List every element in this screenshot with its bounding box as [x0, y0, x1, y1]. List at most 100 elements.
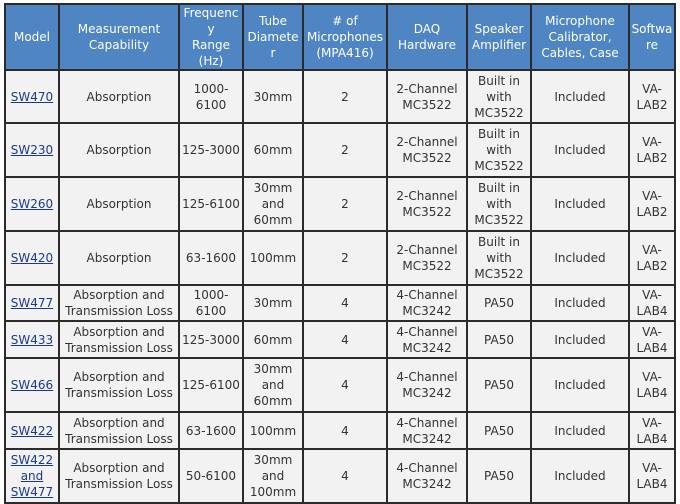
- cell-text: VA-LAB4: [636, 324, 668, 355]
- cell-tube-diameter: 30mm: [242, 69, 304, 124]
- cell-text: 4: [341, 469, 349, 483]
- cell-text: VA-LAB4: [636, 288, 668, 318]
- cell-text: Included: [554, 197, 606, 211]
- cell-text: MC3242: [402, 386, 452, 400]
- column-header-amplifier: Speaker Amplifier: [466, 3, 532, 71]
- cell-calibrator: Included: [530, 320, 630, 359]
- column-header-frequency: Frequency Range (Hz): [178, 3, 244, 71]
- cell-model[interactable]: SW466: [4, 357, 60, 413]
- cell-software: VA-LAB2: [628, 122, 676, 178]
- cell-text: MC3522: [402, 259, 452, 273]
- cell-model[interactable]: SW433: [4, 320, 60, 359]
- header-text: Software: [631, 22, 673, 52]
- cell-text: 100mm: [249, 423, 297, 438]
- cell-text: Absorption: [86, 143, 152, 157]
- cell-text: MC3242: [402, 340, 452, 355]
- cell-calibrator: Included: [530, 122, 630, 178]
- cell-daq-hardware: 2-Channel MC3522: [386, 230, 468, 286]
- cell-model[interactable]: SW470: [4, 69, 60, 124]
- cell-frequency: 50-6100: [178, 448, 244, 504]
- cell-text: MC3242: [402, 304, 452, 318]
- model-link[interactable]: SW466: [7, 377, 57, 393]
- cell-text: PA50: [484, 423, 514, 438]
- cell-text: and: [261, 378, 285, 392]
- cell-software: VA-LAB4: [628, 448, 676, 504]
- cell-calibrator: Included: [530, 357, 630, 413]
- cell-text: Absorption and: [73, 461, 165, 475]
- cell-capability: Absorption: [58, 69, 180, 124]
- model-link[interactable]: SW477: [7, 295, 57, 311]
- cell-speaker-amplifier: PA50: [466, 448, 532, 504]
- column-header-model: Model: [4, 3, 60, 71]
- header-text: Model: [13, 30, 51, 44]
- header-text: Amplifier: [471, 38, 527, 52]
- cell-frequency: 1000-6100: [178, 69, 244, 124]
- cell-text: 2-Channel: [396, 81, 458, 96]
- cell-text: Included: [554, 332, 606, 347]
- model-link[interactable]: SW422: [7, 423, 57, 439]
- cell-text: 63-1600: [185, 423, 237, 438]
- cell-text: Absorption: [86, 251, 152, 265]
- cell-frequency: 125-6100: [178, 357, 244, 413]
- header-text: Measurement: [77, 22, 161, 36]
- cell-capability: Absorption: [58, 176, 180, 232]
- table-row: SW260 Absorption 125-6100 30mm and 60mm 2 2-Cha…: [4, 176, 676, 232]
- header-text: Tube: [258, 14, 288, 28]
- cell-text: and: [261, 469, 285, 483]
- cell-model[interactable]: SW260: [4, 176, 60, 232]
- cell-speaker-amplifier: PA50: [466, 357, 532, 413]
- model-link[interactable]: SW420: [7, 250, 57, 266]
- cell-capability: Absorption and Transmission Loss: [58, 320, 180, 359]
- cell-text: with: [486, 251, 512, 265]
- cell-text: MC3522: [402, 205, 452, 219]
- cell-frequency: 125-3000: [178, 320, 244, 359]
- cell-text: 4: [341, 332, 349, 347]
- model-link[interactable]: SW470: [7, 89, 57, 105]
- cell-tube-diameter: 30mm and 60mm: [242, 176, 304, 232]
- cell-text: 63-1600: [185, 251, 237, 265]
- cell-calibrator: Included: [530, 448, 630, 504]
- cell-text: PA50: [484, 469, 514, 483]
- table-row: SW422 and SW477 Absorption and Transmission …: [4, 448, 676, 504]
- cell-microphones: 4: [302, 320, 388, 359]
- model-link[interactable]: SW260: [7, 196, 57, 212]
- cell-model[interactable]: SW420: [4, 230, 60, 286]
- model-link[interactable]: SW422 and SW477: [7, 452, 57, 500]
- cell-text: 125-6100: [182, 197, 240, 211]
- cell-microphones: 4: [302, 357, 388, 413]
- header-text: Cables, Case: [541, 46, 619, 60]
- cell-text: Absorption and: [73, 288, 165, 302]
- cell-text: MC3522: [402, 151, 452, 165]
- model-link[interactable]: SW230: [7, 142, 57, 158]
- cell-software: VA-LAB4: [628, 284, 676, 322]
- cell-frequency: 125-6100: [178, 176, 244, 232]
- header-row: Model Measurement Capability Frequency Range…: [4, 3, 676, 71]
- cell-model[interactable]: SW422 and SW477: [4, 448, 60, 504]
- cell-text: Absorption and: [73, 370, 165, 384]
- cell-text: 100mm: [249, 251, 297, 265]
- cell-text: 4-Channel: [396, 288, 458, 302]
- cell-microphones: 2: [302, 230, 388, 286]
- cell-text: VA-LAB4: [636, 461, 668, 491]
- table-row: SW470 Absorption 1000-6100 30mm 2 2-Channel MC…: [4, 69, 676, 124]
- cell-model[interactable]: SW230: [4, 122, 60, 178]
- header-text: Microphone: [545, 14, 615, 28]
- cell-model[interactable]: SW477: [4, 284, 60, 322]
- cell-model[interactable]: SW422: [4, 411, 60, 450]
- model-link[interactable]: SW433: [7, 332, 57, 348]
- cell-text: Included: [554, 296, 606, 310]
- cell-text: Absorption and: [73, 324, 165, 339]
- cell-text: VA-LAB2: [636, 135, 668, 165]
- cell-text: 2-Channel: [396, 243, 458, 257]
- table-row: SW477 Absorption and Transmission Loss 1000…: [4, 284, 676, 322]
- cell-microphones: 4: [302, 411, 388, 450]
- cell-text: and: [20, 469, 44, 483]
- cell-text: VA-LAB2: [636, 189, 668, 219]
- cell-microphones: 2: [302, 176, 388, 232]
- cell-text: Included: [554, 423, 606, 438]
- cell-daq-hardware: 4-Channel MC3242: [386, 411, 468, 450]
- cell-text: Built in: [478, 235, 520, 249]
- cell-speaker-amplifier: PA50: [466, 320, 532, 359]
- cell-text: Built in: [478, 73, 520, 88]
- cell-text: SW422: [10, 423, 54, 438]
